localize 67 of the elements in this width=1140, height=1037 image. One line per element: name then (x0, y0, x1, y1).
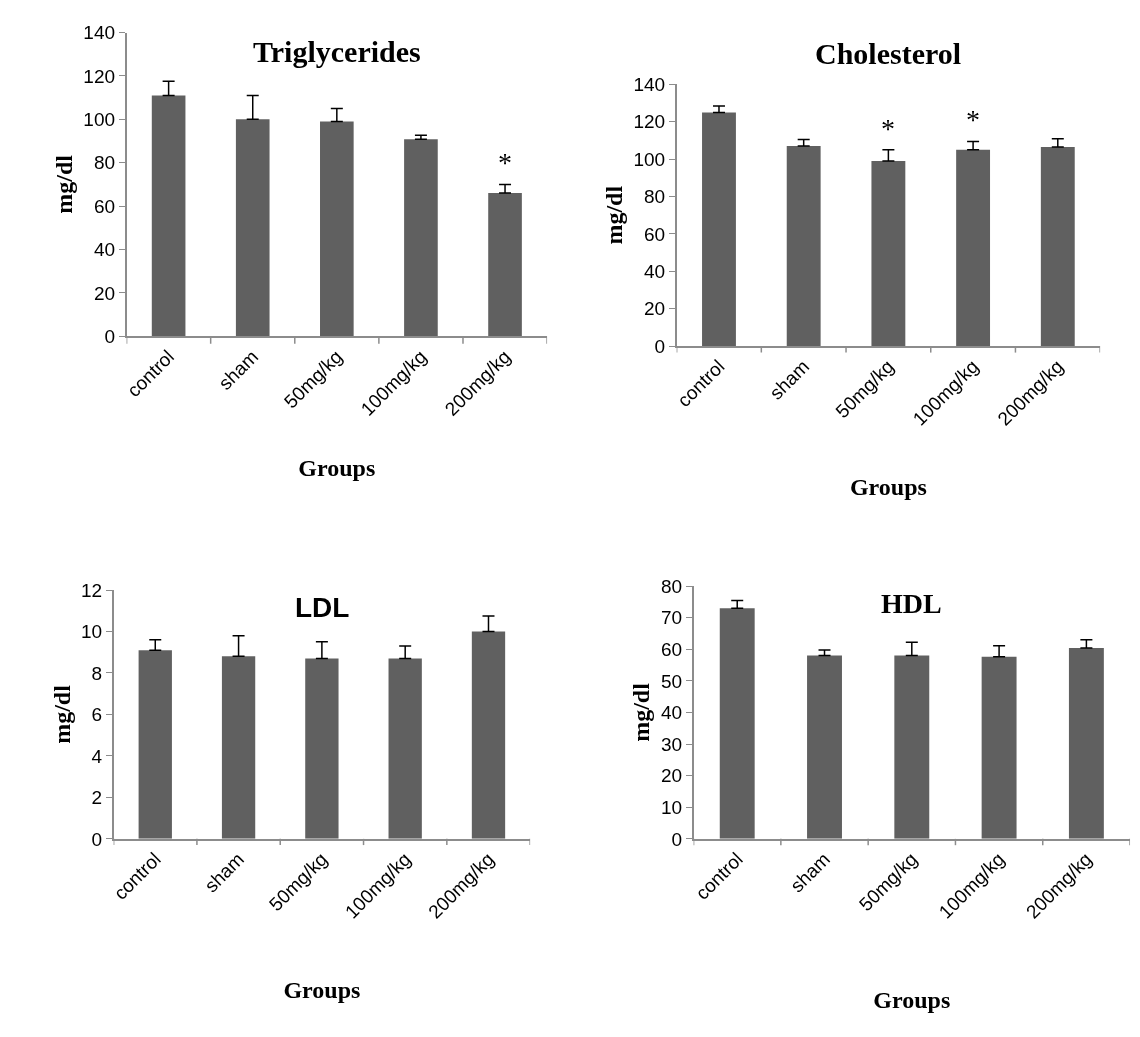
chart-title: Cholesterol (815, 37, 962, 70)
annotation: * (498, 147, 512, 178)
y-tick-label: 0 (104, 325, 116, 347)
y-tick-label: 6 (91, 704, 103, 726)
bar (786, 146, 821, 347)
bar (702, 112, 736, 347)
bar (305, 658, 339, 839)
y-axis-title: mg/dl (48, 684, 75, 744)
y-tick-label: 0 (654, 335, 666, 357)
y-tick-label: 50 (660, 670, 683, 692)
bar (894, 655, 930, 839)
x-axis-title: Groups (283, 977, 361, 1004)
chart-title: LDL (295, 592, 350, 623)
bar (471, 631, 506, 839)
y-tick-label: 30 (660, 733, 683, 755)
y-tick-label: 10 (80, 621, 103, 643)
bar (138, 650, 172, 839)
bar (404, 139, 438, 337)
bar (807, 655, 842, 839)
bar (488, 193, 522, 337)
y-tick-label: 100 (83, 108, 116, 130)
bar (981, 656, 1017, 839)
y-tick-label: 70 (660, 607, 683, 629)
x-axis-title: Groups (873, 987, 951, 1014)
y-tick-label: 80 (93, 152, 116, 174)
bar (871, 161, 906, 347)
y-tick-label: 20 (643, 298, 666, 320)
y-tick-label: 80 (643, 186, 666, 208)
chart-title: Triglycerides (253, 35, 421, 68)
y-axis-title: mg/dl (50, 154, 77, 214)
y-tick-label: 100 (633, 148, 666, 170)
bar (719, 608, 755, 839)
y-axis-title: mg/dl (600, 185, 627, 245)
y-tick-label: 40 (93, 239, 116, 261)
x-axis-title: Groups (298, 454, 376, 481)
y-tick-label: 0 (671, 828, 683, 850)
y-tick-label: 140 (633, 74, 666, 96)
bar (956, 149, 991, 347)
annotation: * (881, 113, 895, 144)
y-tick-label: 120 (633, 111, 666, 133)
y-tick-label: 80 (660, 575, 683, 597)
y-tick-label: 12 (80, 579, 103, 601)
y-tick-label: 2 (91, 787, 103, 809)
annotation: * (966, 104, 980, 135)
x-axis-title: Groups (849, 474, 927, 501)
bar (388, 658, 422, 839)
y-tick-label: 20 (93, 282, 116, 304)
y-tick-label: 120 (83, 65, 116, 87)
bar (320, 121, 354, 337)
bar (1068, 648, 1104, 839)
y-tick-label: 20 (660, 765, 683, 787)
y-tick-label: 60 (660, 638, 683, 660)
y-tick-label: 4 (91, 745, 103, 767)
bar (151, 95, 186, 337)
y-tick-label: 8 (91, 662, 103, 684)
y-tick-label: 60 (643, 223, 666, 245)
y-tick-label: 40 (643, 260, 666, 282)
y-tick-label: 10 (660, 796, 683, 818)
bar (235, 119, 270, 337)
y-tick-label: 40 (660, 702, 683, 724)
y-tick-label: 60 (93, 195, 116, 217)
bar (221, 656, 256, 839)
y-tick-label: 0 (91, 828, 103, 850)
bar (1040, 147, 1075, 347)
chart-title: HDL (881, 588, 942, 619)
y-axis-title: mg/dl (628, 682, 655, 742)
y-tick-label: 140 (83, 22, 116, 44)
